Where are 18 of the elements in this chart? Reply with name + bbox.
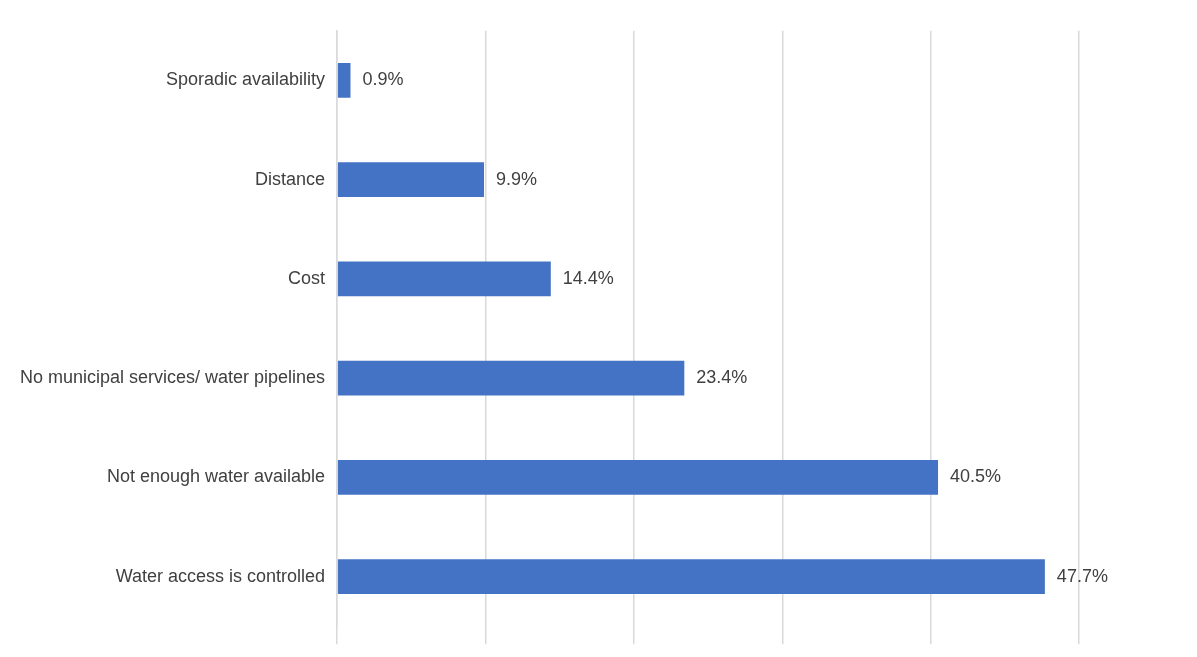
data-label: 40.5% bbox=[950, 466, 1002, 487]
bar bbox=[337, 261, 551, 297]
bar bbox=[337, 63, 351, 98]
data-label: 9.9% bbox=[496, 168, 538, 189]
y-tick-label: No municipal services/ water pipelines bbox=[19, 367, 326, 388]
y-tick-label: Cost bbox=[288, 267, 326, 288]
y-tick-label: Distance bbox=[255, 168, 326, 189]
y-tick-label: Not enough water available bbox=[106, 466, 326, 487]
bar bbox=[337, 162, 485, 198]
data-label: 23.4% bbox=[696, 367, 748, 388]
bar bbox=[337, 559, 1045, 594]
y-tick-label: Sporadic availability bbox=[166, 69, 326, 90]
y-tick-label: Water access is controlled bbox=[115, 565, 326, 586]
data-label: 0.9% bbox=[362, 69, 404, 90]
data-label: 14.4% bbox=[562, 267, 614, 288]
data-label: 47.7% bbox=[1056, 565, 1108, 586]
bar bbox=[337, 459, 939, 495]
bar bbox=[337, 360, 685, 396]
